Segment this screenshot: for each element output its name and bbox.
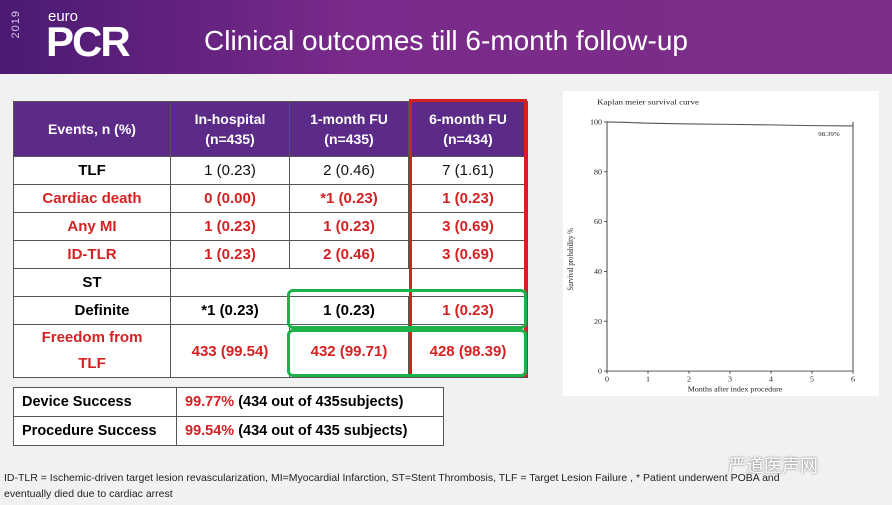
cell-value: 433 (99.54)	[170, 324, 290, 378]
header-events: Events, n (%)	[13, 101, 171, 157]
table-row: Any MI 1 (0.23) 1 (0.23) 3 (0.69)	[13, 212, 528, 241]
table-row: Procedure Success 99.54% (434 out of 435…	[13, 416, 444, 446]
header-6-month: 6-month FU (n=434)	[408, 101, 528, 157]
y-tick-label: 0	[598, 367, 602, 375]
cell-value: 7 (1.61)	[408, 156, 528, 185]
highlight-definite-st	[287, 289, 527, 329]
cell-value: 3 (0.69)	[408, 212, 528, 241]
cell-value: 428 (98.39)	[408, 324, 528, 378]
events-table-header: Events, n (%) In-hospital (n=435) 1-month…	[13, 101, 528, 157]
row-label: Definite	[13, 296, 171, 325]
x-tick-label: 5	[810, 375, 814, 383]
x-axis-label: Months after index procedure	[688, 385, 783, 393]
cell-value: 0 (0.00)	[170, 184, 290, 213]
row-label: ID-TLR	[13, 240, 171, 269]
y-tick-label: 60	[594, 218, 602, 226]
success-table: Device Success 99.77% (434 out of 435sub…	[13, 387, 444, 446]
procedure-success-label: Procedure Success	[13, 416, 177, 446]
cell-value: 1 (0.23)	[289, 212, 409, 241]
highlight-freedom-tlf	[287, 329, 527, 377]
cell-value: 2 (0.46)	[289, 240, 409, 269]
footnote-line: eventually died due to cardiac arrest	[4, 488, 173, 500]
km-annotation: 98.39%	[818, 132, 840, 138]
slide-title: Clinical outcomes till 6-month follow-up	[204, 25, 688, 56]
table-row: Cardiac death 0 (0.00) *1 (0.23) 1 (0.23…	[13, 184, 528, 213]
x-tick-label: 2	[687, 375, 691, 383]
watermark-text: 严道医声网	[728, 456, 818, 476]
procedure-success-value: 99.54% (434 out of 435 subjects)	[176, 416, 444, 446]
km-chart: Kaplan meier survival curve Survival pro…	[563, 91, 879, 396]
cell-value: *1 (0.23)	[170, 296, 290, 325]
x-tick-label: 6	[851, 375, 855, 383]
events-table: Events, n (%) In-hospital (n=435) 1-month…	[13, 101, 528, 378]
y-tick-label: 80	[594, 168, 602, 176]
header-banner: 2019 euro PCR Clinical outcomes till 6-m…	[0, 0, 892, 74]
cell-value: *1 (0.23)	[289, 184, 409, 213]
table-row: Device Success 99.77% (434 out of 435sub…	[13, 387, 444, 417]
x-tick-label: 1	[646, 375, 650, 383]
table-row: Freedom from TLF 433 (99.54) 432 (99.71) …	[13, 324, 528, 378]
logo-euro: euro	[48, 8, 79, 25]
footnote: ID-TLR = Ischemic-driven target lesion r…	[4, 470, 888, 502]
y-axis-label: Survival probability %	[565, 228, 575, 290]
row-label: Any MI	[13, 212, 171, 241]
row-label: Cardiac death	[13, 184, 171, 213]
logo-pcr: PCR	[46, 18, 131, 65]
y-tick-label: 20	[594, 317, 602, 325]
km-chart-svg: Kaplan meier survival curve Survival pro…	[565, 98, 855, 393]
device-success-value: 99.77% (434 out of 435subjects)	[176, 387, 444, 417]
cell-value: 1 (0.23)	[170, 156, 290, 185]
x-tick-label: 0	[605, 375, 609, 383]
row-label: Freedom from TLF	[13, 324, 171, 378]
x-tick-label: 4	[769, 375, 773, 383]
x-tick-label: 3	[728, 375, 732, 383]
footnote-line: ID-TLR = Ischemic-driven target lesion r…	[4, 472, 780, 484]
y-tick-label: 40	[594, 268, 602, 276]
row-label: TLF	[13, 156, 171, 185]
cell-value: 2 (0.46)	[289, 156, 409, 185]
table-row: TLF 1 (0.23) 2 (0.46) 7 (1.61)	[13, 156, 528, 185]
chart-title: Kaplan meier survival curve	[597, 98, 699, 106]
survival-curve	[606, 121, 854, 127]
table-row: ST	[13, 268, 528, 297]
table-row: ID-TLR 1 (0.23) 2 (0.46) 3 (0.69)	[13, 240, 528, 269]
table-row: Definite *1 (0.23) 1 (0.23) 1 (0.23)	[13, 296, 528, 325]
cell-value: 1 (0.23)	[170, 212, 290, 241]
device-success-label: Device Success	[13, 387, 177, 417]
header-in-hospital: In-hospital (n=435)	[170, 101, 290, 157]
cell-value: 1 (0.23)	[170, 240, 290, 269]
logo-year: 2019	[10, 10, 22, 39]
cell-value: 432 (99.71)	[289, 324, 409, 378]
y-tick-label: 100	[590, 118, 602, 126]
cell-empty	[170, 268, 528, 297]
cell-value: 1 (0.23)	[408, 296, 528, 325]
header-1-month: 1-month FU (n=435)	[289, 101, 409, 157]
row-label: ST	[13, 268, 171, 297]
